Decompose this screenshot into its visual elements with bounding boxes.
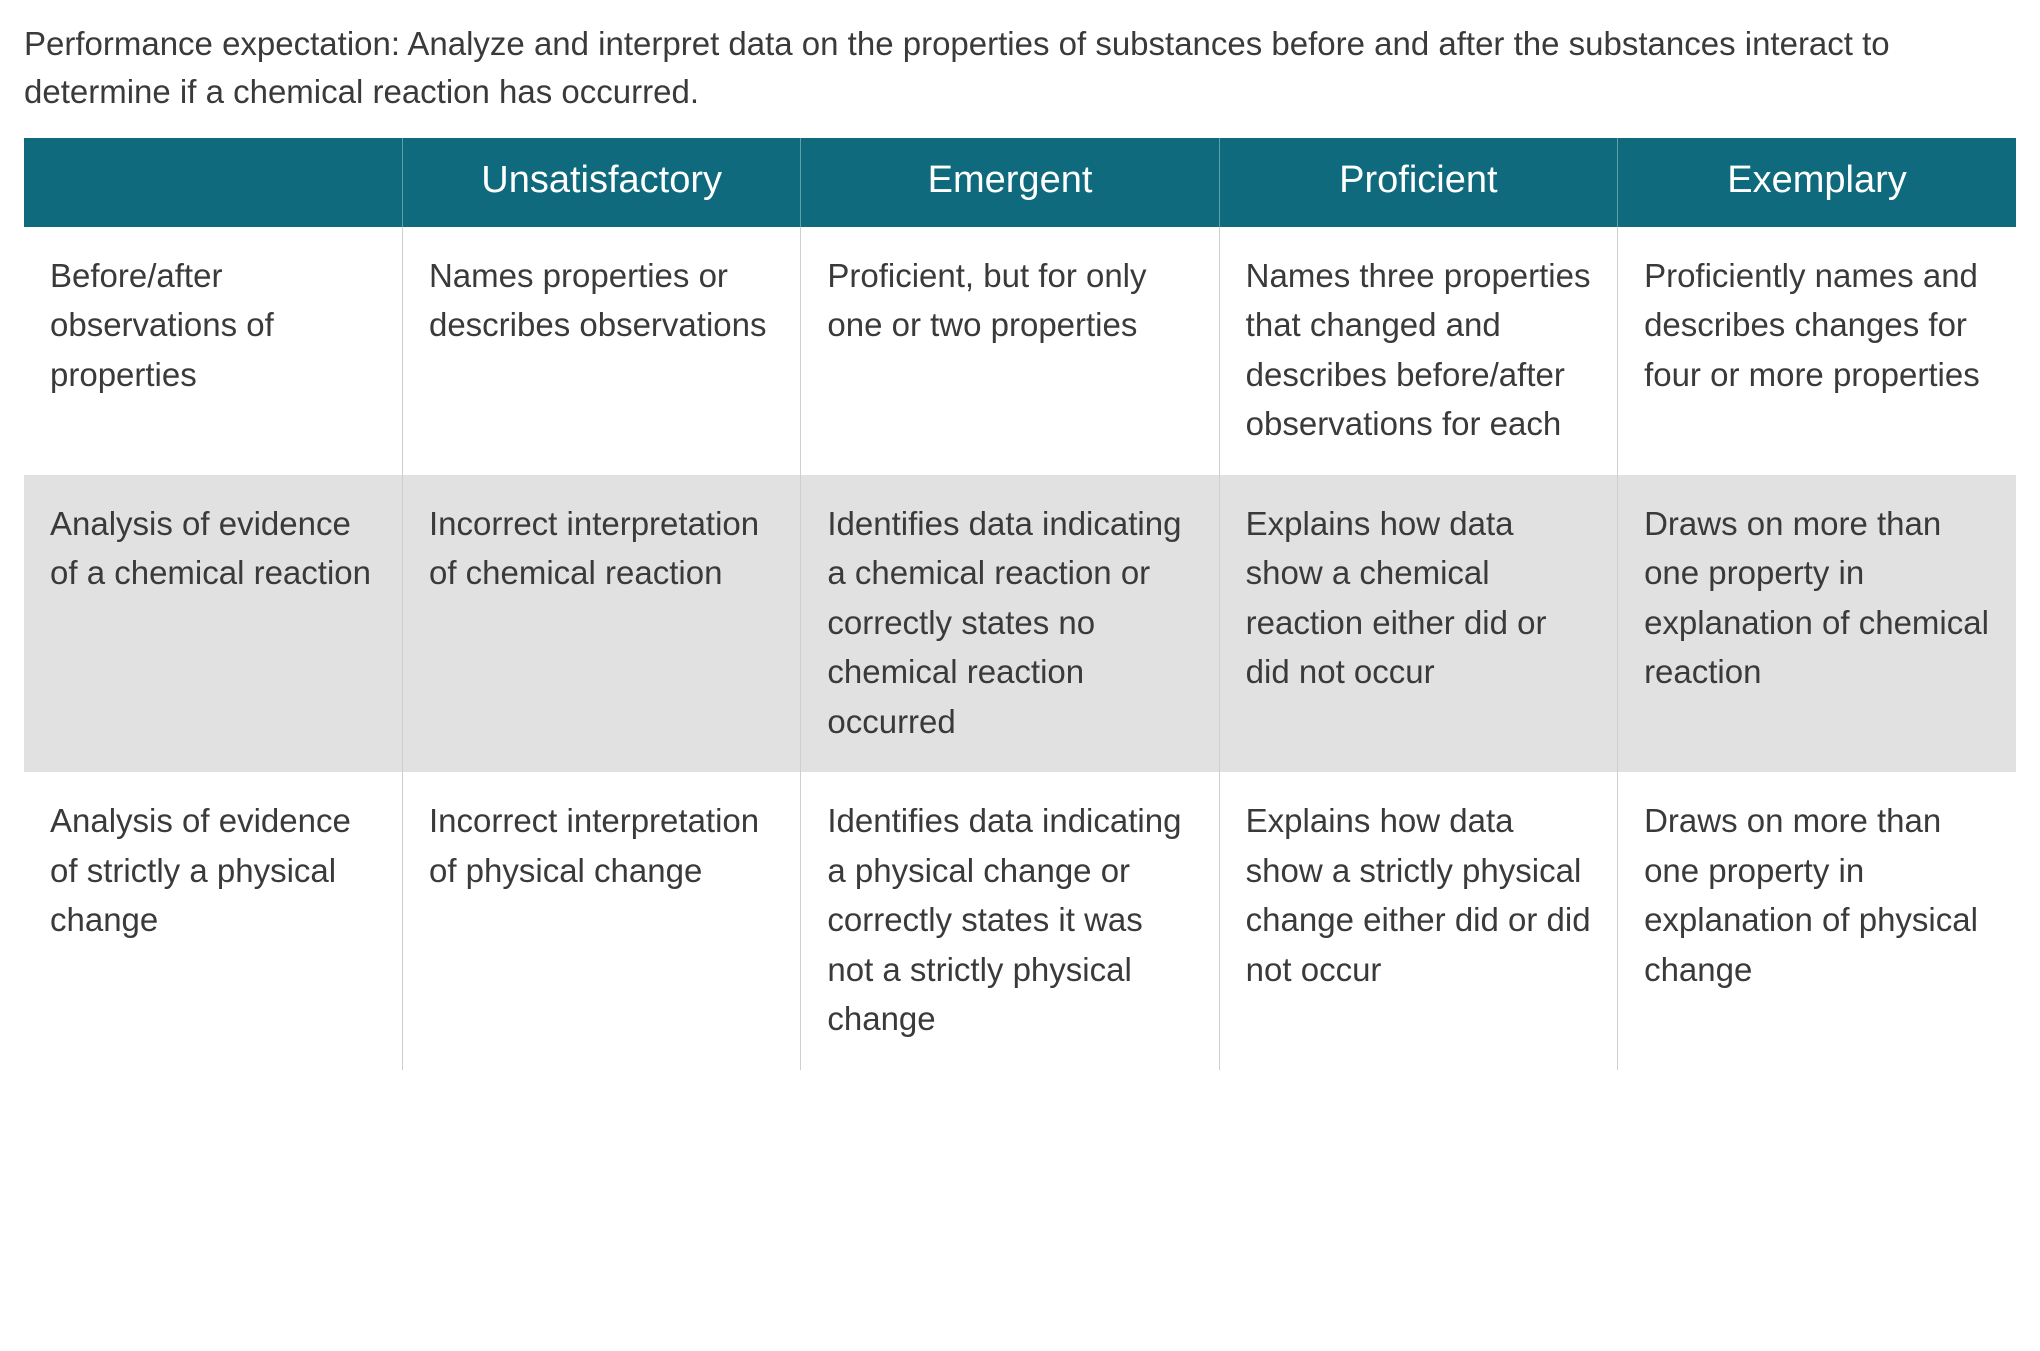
performance-expectation-text: Performance expectation: Analyze and int… <box>24 20 1924 116</box>
cell-exemplary: Draws on more than one property in expla… <box>1618 475 2016 773</box>
table-row: Analysis of evidence of a chemical react… <box>24 475 2016 773</box>
cell-proficient: Explains how data show a chemical reacti… <box>1219 475 1617 773</box>
cell-unsatisfactory: Incorrect interpretation of physical cha… <box>402 772 800 1070</box>
cell-emergent: Proficient, but for only one or two prop… <box>801 227 1219 475</box>
rubric-header-exemplary: Exemplary <box>1618 138 2016 227</box>
row-label: Before/after observations of properties <box>24 227 402 475</box>
rubric-header-unsatisfactory: Unsatisfactory <box>402 138 800 227</box>
row-label: Analysis of evidence of strictly a physi… <box>24 772 402 1070</box>
cell-exemplary: Proficiently names and describes changes… <box>1618 227 2016 475</box>
cell-exemplary: Draws on more than one property in expla… <box>1618 772 2016 1070</box>
cell-emergent: Identifies data indicating a chemical re… <box>801 475 1219 773</box>
cell-emergent: Identifies data indicating a physical ch… <box>801 772 1219 1070</box>
rubric-header-row: Unsatisfactory Emergent Proficient Exemp… <box>24 138 2016 227</box>
rubric-header-proficient: Proficient <box>1219 138 1617 227</box>
table-row: Before/after observations of properties … <box>24 227 2016 475</box>
rubric-table: Unsatisfactory Emergent Proficient Exemp… <box>24 138 2016 1070</box>
row-label: Analysis of evidence of a chemical react… <box>24 475 402 773</box>
rubric-header-blank <box>24 138 402 227</box>
cell-proficient: Names three properties that changed and … <box>1219 227 1617 475</box>
table-row: Analysis of evidence of strictly a physi… <box>24 772 2016 1070</box>
cell-proficient: Explains how data show a strictly physic… <box>1219 772 1617 1070</box>
cell-unsatisfactory: Incorrect interpretation of chemical rea… <box>402 475 800 773</box>
cell-unsatisfactory: Names properties or describes observatio… <box>402 227 800 475</box>
rubric-header-emergent: Emergent <box>801 138 1219 227</box>
